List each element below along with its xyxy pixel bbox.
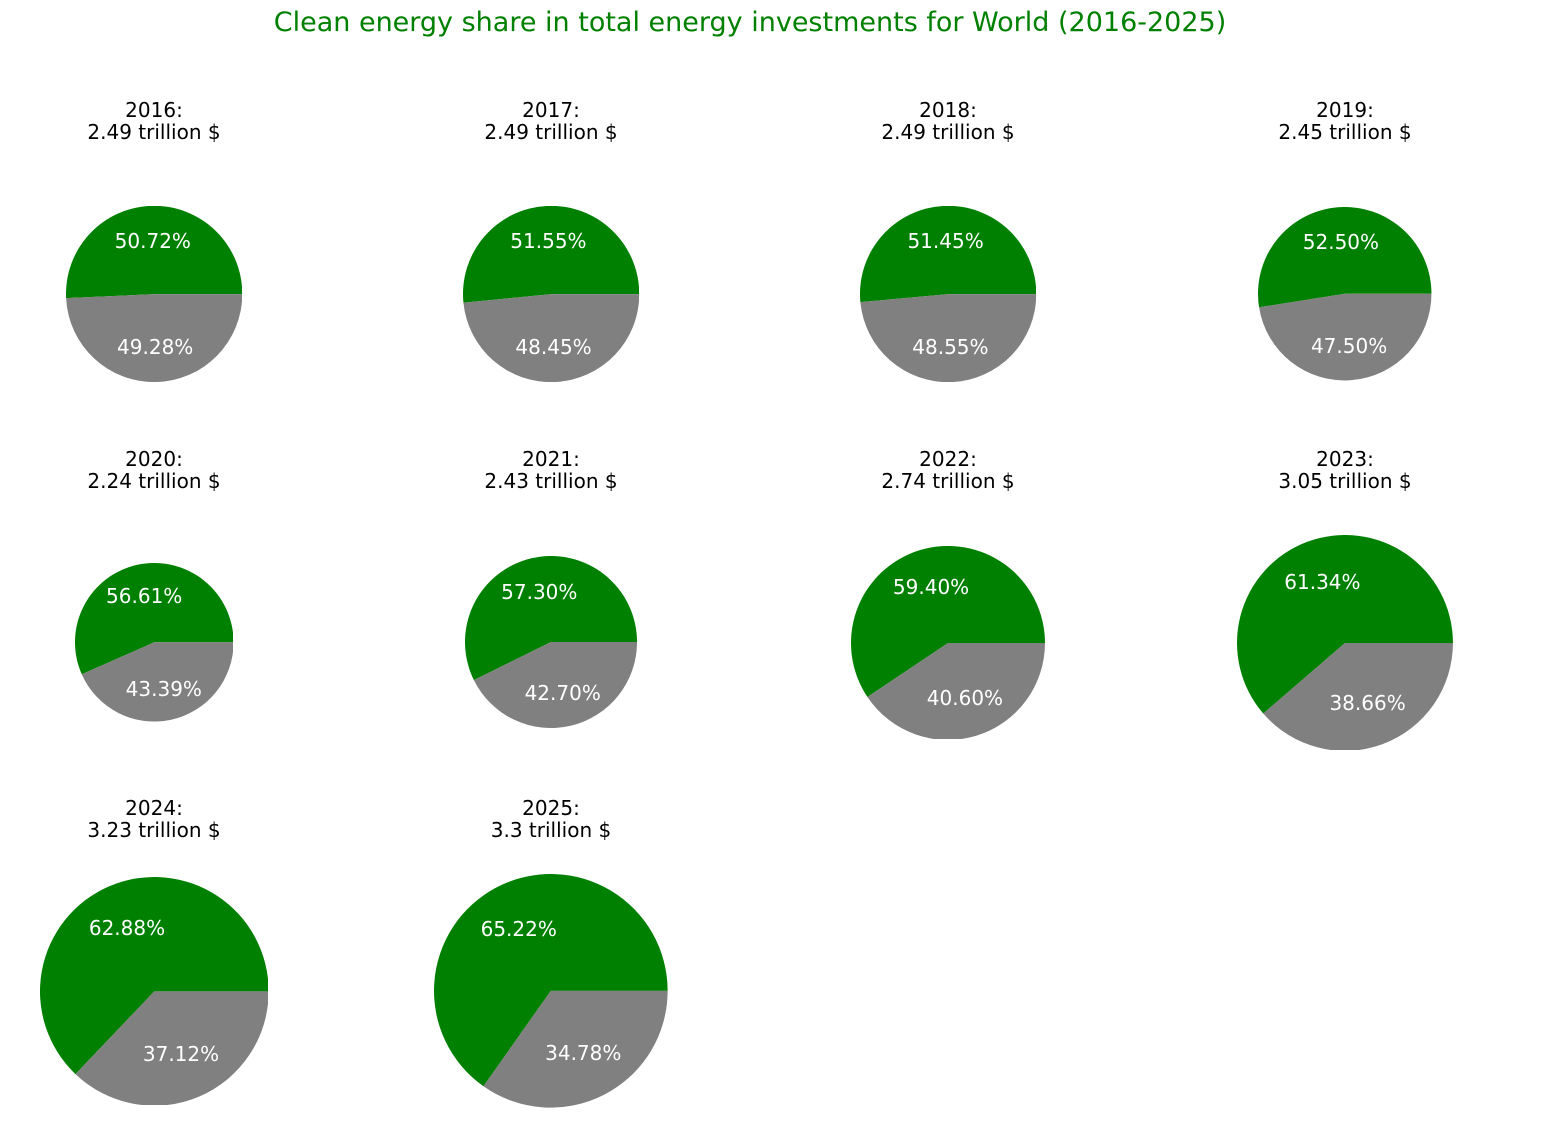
slice-clean-energy [462,205,640,303]
slice-other-energy [65,293,243,382]
slice-clean-energy [1258,207,1432,308]
pie-title-2017: 2017: 2.49 trillion $ [371,99,731,143]
label-other-pct-2020: 43.39% [125,677,202,702]
slice-other-energy [1263,642,1453,751]
pie-title-2022: 2022: 2.74 trillion $ [768,448,1128,492]
label-other-pct-2025: 34.78% [545,1041,622,1066]
pie-title-2025: 2025: 3.3 trillion $ [371,797,731,841]
label-clean-pct-2020: 56.61% [106,583,183,608]
pie-title-2018: 2018: 2.49 trillion $ [768,99,1128,143]
pie-chart-2020 [74,563,234,722]
pie-year-label: 2019: [1316,98,1374,122]
slice-clean-energy [1237,534,1453,714]
pie-chart-2025 [434,874,668,1108]
label-clean-pct-2024: 62.88% [88,915,166,940]
pie-year-label: 2016: [125,98,183,122]
label-clean-pct-2022: 59.40% [892,574,970,599]
pie-chart-2023 [1237,534,1453,751]
pie-year-label: 2018: [919,98,977,122]
label-clean-pct-2019: 52.50% [1302,230,1380,255]
label-other-pct-2017: 48.45% [515,334,592,359]
pie-title-2020: 2020: 2.24 trillion $ [0,448,334,492]
pie-year-label: 2017: [522,98,580,122]
label-other-pct-2018: 48.55% [912,334,989,359]
pie-year-label: 2022: [919,447,977,471]
pie-title-2024: 2024: 3.23 trillion $ [0,797,334,841]
pie-year-label: 2023: [1316,447,1374,471]
pie-total-label: 2.49 trillion $ [484,120,618,144]
pie-total-label: 3.3 trillion $ [490,818,612,842]
pie-total-label: 2.45 trillion $ [1278,120,1412,144]
slice-clean-energy [464,556,637,681]
pie-chart-2017 [462,205,640,383]
label-clean-pct-2016: 50.72% [114,229,191,254]
slice-other-energy [1259,293,1432,381]
label-other-pct-2022: 40.60% [926,686,1004,711]
pie-total-label: 2.49 trillion $ [881,120,1015,144]
pie-total-label: 2.43 trillion $ [484,469,618,493]
pie-year-label: 2021: [522,447,580,471]
pie-year-label: 2020: [125,447,183,471]
slice-other-energy [483,990,668,1108]
pie-chart-2022 [851,545,1045,740]
slice-other-energy [463,293,640,383]
pie-total-label: 3.23 trillion $ [87,818,221,842]
pie-chart-2024 [39,876,269,1106]
label-other-pct-2024: 37.12% [142,1042,220,1067]
label-other-pct-2019: 47.50% [1310,333,1388,358]
pie-title-2021: 2021: 2.43 trillion $ [371,448,731,492]
pie-year-label: 2025: [522,796,580,820]
pie-title-2019: 2019: 2.45 trillion $ [1165,99,1525,143]
pie-total-label: 3.05 trillion $ [1278,469,1412,493]
slice-clean-energy [65,205,243,298]
slice-other-energy [860,293,1037,382]
label-clean-pct-2017: 51.55% [510,229,587,254]
slice-clean-energy [39,876,269,1074]
pie-year-label: 2024: [125,796,183,820]
slice-other-energy [867,642,1045,740]
pie-total-label: 2.24 trillion $ [87,469,221,493]
slice-other-energy [473,642,637,729]
slice-other-energy [81,642,234,722]
pie-chart-2016 [65,205,243,382]
label-clean-pct-2021: 57.30% [501,580,578,605]
label-other-pct-2021: 42.70% [524,680,601,705]
label-clean-pct-2025: 65.22% [480,916,557,941]
pie-title-2023: 2023: 3.05 trillion $ [1165,448,1525,492]
pie-chart-2019 [1258,207,1432,381]
label-clean-pct-2018: 51.45% [907,229,984,254]
chart-title: Clean energy share in total energy inves… [273,7,1227,38]
label-clean-pct-2023: 61.34% [1284,569,1361,594]
pie-total-label: 2.74 trillion $ [881,469,1015,493]
label-other-pct-2023: 38.66% [1329,691,1406,716]
slice-clean-energy [434,874,668,1087]
pie-chart-2021 [464,556,637,729]
pie-chart-2018 [859,205,1037,382]
label-other-pct-2016: 49.28% [117,334,194,359]
pie-title-2016: 2016: 2.49 trillion $ [0,99,334,143]
slice-other-energy [75,990,269,1106]
slice-clean-energy [851,545,1045,697]
pie-total-label: 2.49 trillion $ [87,120,221,144]
slice-clean-energy [859,205,1037,303]
slice-clean-energy [74,563,234,675]
